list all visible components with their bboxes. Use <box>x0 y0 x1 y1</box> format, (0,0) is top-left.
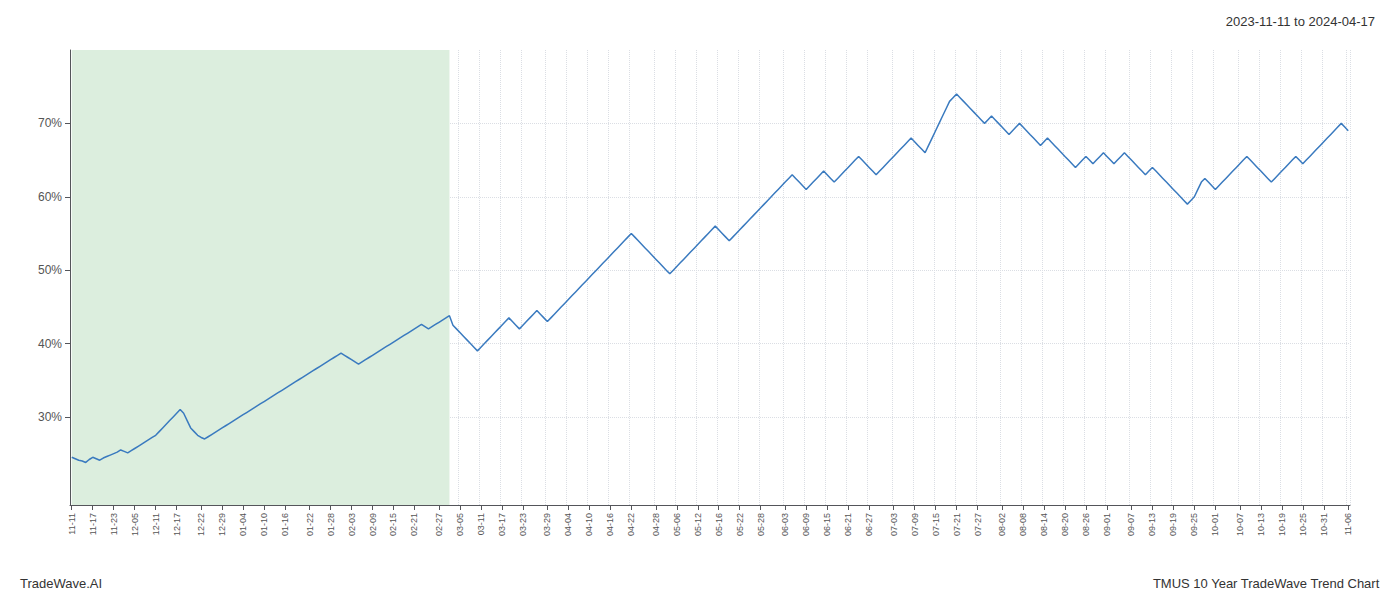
svg-text:11-23: 11-23 <box>109 513 119 535</box>
svg-text:09-07: 09-07 <box>1126 513 1136 536</box>
svg-text:07-27: 07-27 <box>973 513 983 536</box>
svg-text:02-09: 02-09 <box>368 513 378 536</box>
svg-text:01-16: 01-16 <box>280 513 290 536</box>
svg-text:08-14: 08-14 <box>1039 513 1049 536</box>
svg-text:12-05: 12-05 <box>130 513 140 536</box>
svg-text:TMUS 10 Year TradeWave Trend C: TMUS 10 Year TradeWave Trend Chart <box>1153 576 1380 591</box>
svg-text:10-01: 10-01 <box>1210 513 1220 536</box>
svg-text:40%: 40% <box>38 337 62 351</box>
svg-text:05-28: 05-28 <box>756 513 766 536</box>
svg-text:08-26: 08-26 <box>1081 513 1091 536</box>
svg-text:04-10: 04-10 <box>584 513 594 536</box>
svg-text:04-28: 04-28 <box>651 513 661 536</box>
svg-text:12-29: 12-29 <box>217 513 227 536</box>
svg-text:04-22: 04-22 <box>626 513 636 536</box>
svg-text:05-12: 05-12 <box>693 513 703 536</box>
svg-text:TradeWave.AI: TradeWave.AI <box>20 576 102 591</box>
svg-text:09-13: 09-13 <box>1147 513 1157 536</box>
svg-text:70%: 70% <box>38 116 62 130</box>
svg-text:03-23: 03-23 <box>518 513 528 536</box>
svg-text:10-07: 10-07 <box>1235 513 1245 536</box>
svg-text:02-21: 02-21 <box>409 513 419 536</box>
svg-text:12-22: 12-22 <box>196 513 206 536</box>
svg-text:12-11: 12-11 <box>151 513 161 535</box>
svg-text:01-04: 01-04 <box>238 513 248 536</box>
svg-text:05-06: 05-06 <box>672 513 682 536</box>
svg-text:02-27: 02-27 <box>434 513 444 536</box>
svg-text:11-11: 11-11 <box>67 513 77 535</box>
svg-text:10-25: 10-25 <box>1298 513 1308 536</box>
svg-text:09-19: 09-19 <box>1168 513 1178 536</box>
svg-text:07-15: 07-15 <box>931 513 941 536</box>
svg-text:03-17: 03-17 <box>497 513 507 536</box>
svg-text:02-03: 02-03 <box>347 513 357 536</box>
svg-text:09-01: 09-01 <box>1102 513 1112 536</box>
svg-text:09-25: 09-25 <box>1189 513 1199 536</box>
svg-text:50%: 50% <box>38 263 62 277</box>
svg-text:10-13: 10-13 <box>1256 513 1266 536</box>
svg-text:03-29: 03-29 <box>542 513 552 536</box>
svg-text:12-17: 12-17 <box>172 513 182 536</box>
svg-text:11-17: 11-17 <box>88 513 98 535</box>
svg-text:07-03: 07-03 <box>889 513 899 536</box>
svg-text:01-28: 01-28 <box>326 513 336 536</box>
svg-text:01-10: 01-10 <box>259 513 269 536</box>
svg-text:02-15: 02-15 <box>388 513 398 536</box>
svg-text:10-31: 10-31 <box>1319 513 1329 536</box>
svg-text:06-27: 06-27 <box>864 513 874 536</box>
svg-text:08-08: 08-08 <box>1018 513 1028 536</box>
svg-text:07-21: 07-21 <box>952 513 962 536</box>
svg-text:06-03: 06-03 <box>780 513 790 536</box>
svg-text:08-20: 08-20 <box>1060 513 1070 536</box>
svg-text:06-15: 06-15 <box>822 513 832 536</box>
svg-text:04-04: 04-04 <box>563 513 573 536</box>
svg-text:06-09: 06-09 <box>801 513 811 536</box>
svg-text:03-11: 03-11 <box>476 513 486 535</box>
svg-text:11-06: 11-06 <box>1343 513 1353 535</box>
svg-text:06-21: 06-21 <box>843 513 853 536</box>
svg-text:04-16: 04-16 <box>605 513 615 536</box>
svg-text:10-19: 10-19 <box>1277 513 1287 536</box>
svg-text:05-16: 05-16 <box>714 513 724 536</box>
svg-text:05-22: 05-22 <box>735 513 745 536</box>
svg-text:60%: 60% <box>38 190 62 204</box>
svg-text:07-09: 07-09 <box>910 513 920 536</box>
svg-text:30%: 30% <box>38 410 62 424</box>
svg-text:2023-11-11 to 2024-04-17: 2023-11-11 to 2024-04-17 <box>1226 14 1375 29</box>
svg-text:01-22: 01-22 <box>305 513 315 536</box>
svg-text:08-02: 08-02 <box>997 513 1007 536</box>
svg-text:03-05: 03-05 <box>455 513 465 536</box>
